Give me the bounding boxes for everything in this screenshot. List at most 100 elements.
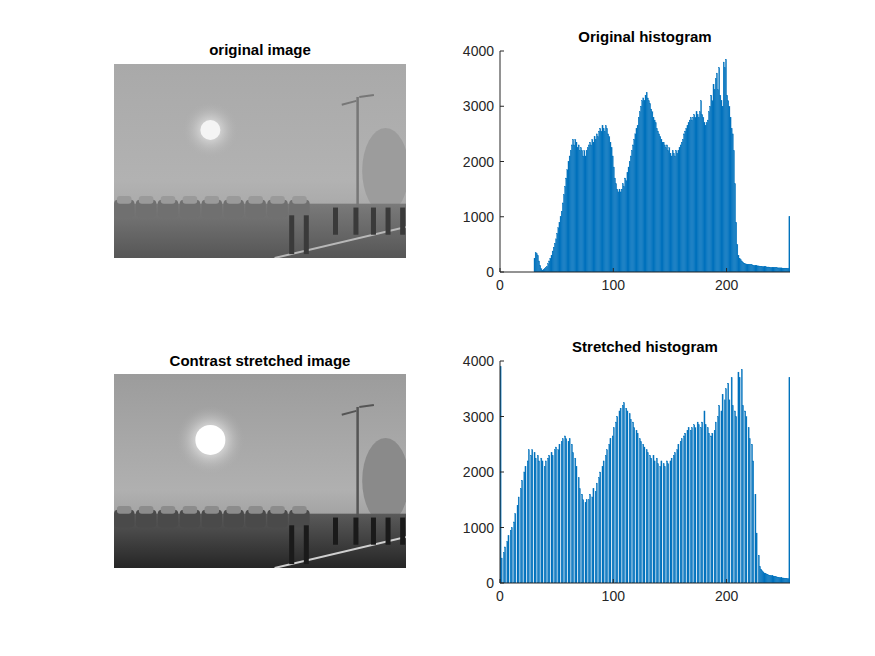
- histogram-bar: [541, 458, 542, 583]
- histogram-bar: [508, 536, 509, 583]
- histogram-bar: [589, 494, 590, 583]
- histogram-bar: [734, 411, 735, 583]
- histogram-bar: [651, 109, 652, 272]
- bollard: [400, 518, 405, 545]
- sun: [195, 425, 225, 455]
- histogram-bar: [575, 139, 576, 272]
- histogram-bar: [754, 265, 755, 272]
- lamp-arm: [342, 405, 374, 415]
- histogram-bar: [673, 153, 674, 272]
- tree: [362, 128, 406, 213]
- histogram-bar: [520, 489, 521, 583]
- histogram-bar: [558, 228, 559, 272]
- histogram-bar: [744, 263, 745, 272]
- histogram-bar: [580, 148, 581, 272]
- histogram-bar: [545, 461, 546, 583]
- histogram-bar: [522, 480, 523, 583]
- histogram-bar: [738, 372, 739, 583]
- histogram-bar: [750, 265, 751, 272]
- figure: original image010020001000200030004000Or…: [0, 0, 875, 656]
- histogram-bar: [563, 195, 564, 272]
- x-axis: [500, 272, 790, 273]
- car-roof: [270, 196, 285, 204]
- histogram-bar: [684, 436, 685, 583]
- sun: [200, 120, 220, 140]
- histogram-bar: [556, 447, 557, 583]
- histogram-bar: [655, 123, 656, 272]
- x-tick-label: 0: [496, 588, 504, 604]
- histogram-bar: [527, 461, 528, 583]
- histogram-bar: [780, 577, 781, 583]
- histogram-bar: [742, 405, 743, 583]
- car-roof: [292, 506, 307, 514]
- histogram-bar: [551, 255, 552, 272]
- histogram-bar: [771, 267, 772, 272]
- histogram-bar: [635, 134, 636, 272]
- y-tick: [500, 472, 504, 473]
- histogram-bar: [741, 369, 742, 583]
- histogram-bar: [569, 439, 570, 583]
- histogram-bar: [613, 167, 614, 272]
- histogram-bar: [570, 150, 571, 272]
- histogram-bar: [702, 115, 703, 272]
- histogram-bar: [610, 439, 611, 583]
- histogram-bar: [663, 142, 664, 272]
- histogram-bar: [746, 417, 747, 584]
- histogram-bar: [678, 150, 679, 272]
- histogram-bar: [672, 150, 673, 272]
- histogram-bar: [552, 455, 553, 583]
- histogram-bar: [640, 106, 641, 272]
- histogram-bar: [789, 378, 790, 583]
- histogram-bar: [783, 268, 784, 272]
- histogram-bar: [707, 428, 708, 583]
- histogram-bar: [636, 430, 637, 583]
- car-roof: [139, 506, 154, 514]
- histogram-bar: [545, 268, 546, 272]
- histogram-bar: [778, 577, 779, 583]
- histogram-bar: [578, 478, 579, 583]
- histogram-bar: [608, 134, 609, 272]
- histogram-bar: [740, 260, 741, 272]
- histogram-bar: [788, 268, 789, 272]
- histogram-bar: [732, 405, 733, 583]
- histogram-bar: [725, 59, 726, 272]
- histogram-bar: [510, 530, 511, 583]
- histogram-bar: [747, 264, 748, 272]
- car-roof: [161, 506, 176, 514]
- histogram-bar: [586, 150, 587, 272]
- bollard: [371, 208, 376, 235]
- histogram-bar: [774, 268, 775, 272]
- histogram-bar: [532, 450, 533, 583]
- histogram-bar: [784, 268, 785, 272]
- histogram-bar: [633, 422, 634, 583]
- histogram-bar: [562, 203, 563, 272]
- histogram-bar: [724, 68, 725, 272]
- histogram-bar: [656, 128, 657, 272]
- histogram-bar: [640, 441, 641, 583]
- histogram-bar: [566, 439, 567, 583]
- histogram-bar: [673, 455, 674, 583]
- histogram-bar: [753, 461, 754, 583]
- histogram-bar: [734, 184, 735, 272]
- histogram-bar: [775, 268, 776, 272]
- y-tick-label: 1000: [463, 209, 494, 225]
- histogram-bar: [544, 466, 545, 583]
- histogram-bar: [553, 247, 554, 272]
- histogram-bar: [573, 453, 574, 583]
- histogram-bar: [745, 411, 746, 583]
- histogram-bar: [728, 101, 729, 272]
- histogram-bar: [684, 134, 685, 272]
- histogram-bar: [664, 466, 665, 583]
- histogram-bar: [620, 408, 621, 583]
- histogram-bar: [757, 266, 758, 272]
- histogram-bar: [751, 444, 752, 583]
- y-tick: [500, 106, 504, 107]
- histogram-bar: [772, 267, 773, 272]
- histogram-bar: [773, 576, 774, 583]
- histogram-bar: [665, 148, 666, 272]
- histogram-bar: [723, 62, 724, 272]
- histogram-bar: [770, 575, 771, 583]
- car-roof: [117, 196, 132, 204]
- histogram-bar: [679, 148, 680, 272]
- histogram-bar: [678, 444, 679, 583]
